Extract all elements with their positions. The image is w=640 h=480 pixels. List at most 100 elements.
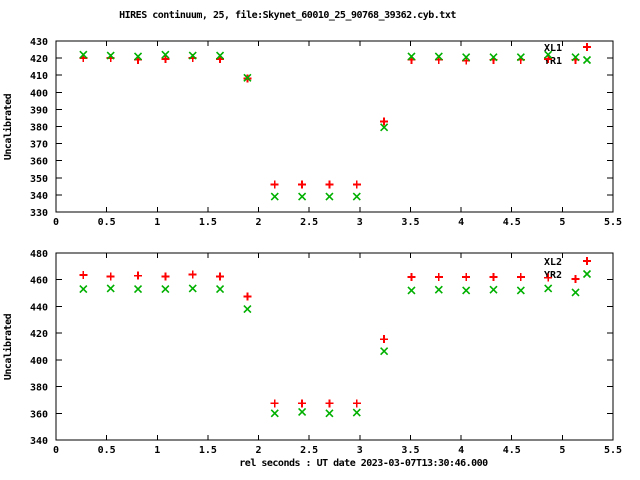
plus-marker (243, 292, 252, 301)
y-tick-label: 360 (30, 409, 48, 420)
plus-marker (134, 271, 143, 280)
y-tick-label: 410 (30, 71, 48, 82)
y-tick-label: 380 (30, 123, 48, 134)
cross-marker (582, 55, 592, 65)
cross-marker (79, 284, 88, 294)
x-tick-label: 0.5 (98, 445, 116, 456)
cross-marker (243, 305, 252, 314)
cross-marker (270, 409, 279, 418)
plus-marker (583, 43, 591, 51)
plus-marker (270, 180, 279, 189)
cross-marker (582, 269, 592, 279)
plus-marker (79, 271, 88, 280)
y-tick-label: 350 (30, 174, 48, 185)
x-tick-label: 5.5 (604, 445, 622, 456)
plus-marker (380, 335, 389, 344)
cross-marker (325, 409, 334, 418)
y-tick-label: 340 (30, 436, 48, 447)
plus-marker (516, 273, 525, 282)
cross-marker (434, 52, 443, 61)
y-tick-label: 420 (30, 54, 48, 65)
x-tick-label: 2 (256, 445, 262, 456)
y-tick-label: 330 (30, 208, 48, 219)
x-tick-label: 4 (458, 217, 464, 228)
plot-border (55, 40, 614, 213)
plus-marker (489, 273, 498, 282)
cross-marker (489, 285, 498, 294)
cross-marker (571, 53, 580, 62)
y-tick-label: 430 (30, 37, 48, 48)
cross-marker (298, 192, 307, 201)
x-tick-label: 1.5 (199, 217, 217, 228)
chart-title: HIRES continuum, 25, file:Skynet_60010_2… (119, 10, 456, 21)
x-tick-label: 3.5 (401, 217, 419, 228)
plus-marker (352, 399, 361, 408)
plus-marker (462, 273, 471, 282)
x-tick-label: 1.5 (199, 445, 217, 456)
cross-marker (352, 408, 361, 417)
cross-marker (79, 50, 88, 59)
cross-marker (571, 288, 580, 297)
y-tick-label: 370 (30, 140, 48, 151)
cross-marker (407, 286, 416, 295)
cross-marker (133, 52, 143, 61)
plus-marker (188, 270, 197, 279)
x-tick-label: 2 (256, 217, 262, 228)
plus-marker (298, 180, 307, 189)
y-tick-label: 360 (30, 157, 48, 168)
x-tick-label: 0.5 (98, 217, 116, 228)
cross-marker (215, 51, 225, 60)
x-tick-label: 5.5 (604, 217, 622, 228)
cross-marker (516, 53, 525, 62)
cross-marker (544, 284, 553, 293)
x-tick-label: 5 (559, 217, 565, 228)
plus-marker (380, 117, 389, 126)
x-axis-label: rel seconds : UT date 2023-03-07T13:30:4… (239, 458, 488, 469)
cross-marker (161, 50, 170, 59)
plus-marker (161, 272, 170, 281)
plus-marker (544, 273, 553, 282)
x-tick-label: 1 (154, 445, 160, 456)
x-tick-label: 1 (154, 217, 160, 228)
cross-marker (462, 53, 471, 62)
y-tick-label: 400 (30, 356, 48, 367)
cross-marker (188, 51, 197, 60)
cross-marker (106, 51, 115, 60)
plus-marker (434, 273, 443, 282)
plus-marker (216, 272, 225, 281)
plus-marker (270, 399, 279, 408)
cross-marker (407, 52, 416, 61)
cross-marker (434, 285, 443, 294)
cross-marker (489, 53, 498, 62)
cross-marker (270, 192, 279, 201)
cross-marker (161, 284, 170, 294)
cross-marker (380, 123, 389, 132)
x-tick-label: 4.5 (503, 445, 521, 456)
y-tick-label: 380 (30, 383, 48, 394)
plus-marker (325, 399, 334, 408)
y-tick-label: 460 (30, 276, 48, 287)
x-tick-label: 4.5 (503, 217, 521, 228)
cross-marker (188, 284, 197, 293)
plus-marker (161, 54, 170, 63)
cross-marker (352, 192, 361, 201)
cross-marker (544, 50, 553, 59)
cross-marker (516, 286, 525, 295)
y-tick-label: 480 (30, 249, 48, 260)
x-tick-label: 3 (357, 217, 363, 228)
legend-entry-YR2: YR2 (544, 270, 562, 281)
y-tick-label: 440 (30, 302, 48, 313)
x-tick-label: 3.5 (401, 445, 419, 456)
cross-marker (133, 284, 143, 294)
legend-entry-YR1: YR1 (544, 56, 562, 67)
plus-marker (352, 180, 361, 189)
plus-marker (106, 272, 115, 281)
legend-entry-XL2: XL2 (544, 257, 562, 268)
y-tick-label: 420 (30, 329, 48, 340)
legend-entry-XL1: XL1 (544, 43, 562, 54)
cross-marker (462, 286, 471, 295)
cross-marker (215, 284, 225, 294)
plus-marker (407, 273, 416, 282)
